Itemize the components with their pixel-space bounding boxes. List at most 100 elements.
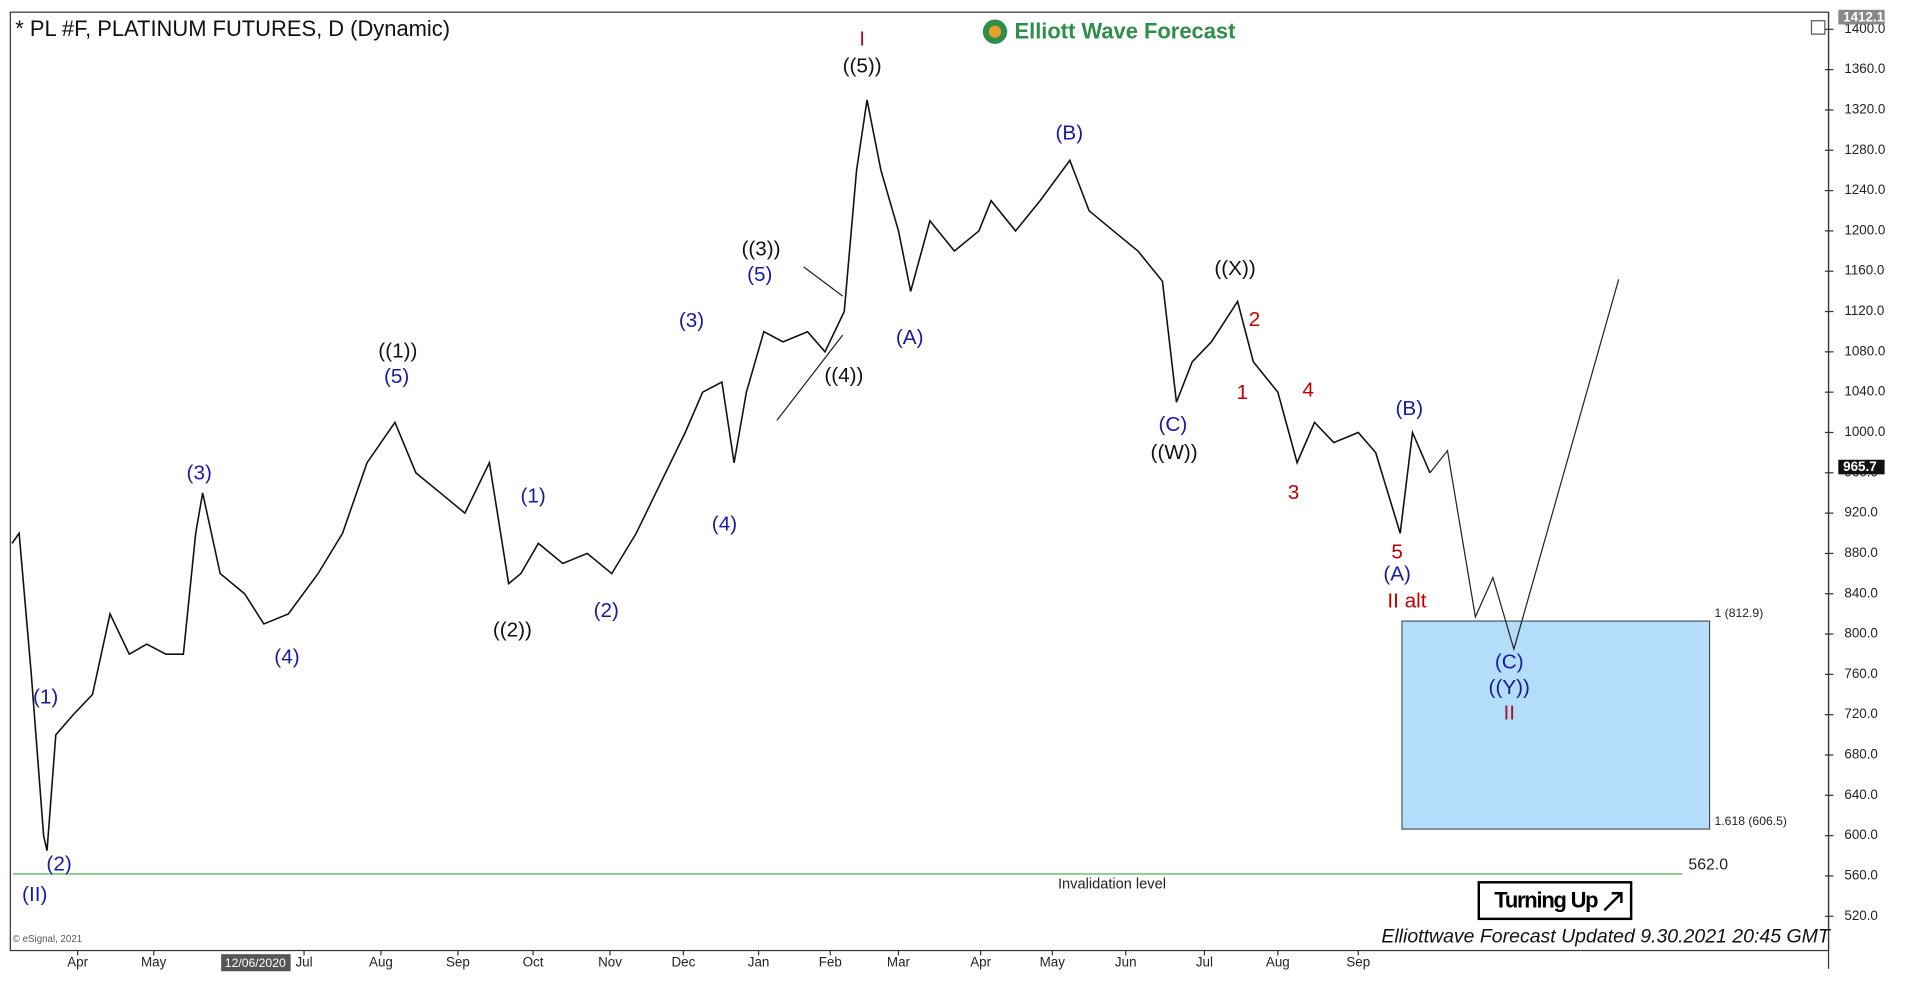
x-tick-label: Aug (1266, 954, 1290, 969)
wave-label: (3) (679, 309, 704, 332)
y-tick-label: 1400.0 (1844, 21, 1885, 36)
y-tick-label: 1280.0 (1844, 142, 1885, 157)
y-tick-label: 760.0 (1844, 666, 1878, 681)
window-button[interactable] (1810, 20, 1826, 35)
y-tick-label: 1120.0 (1844, 303, 1884, 318)
x-tick-label: May (1040, 954, 1066, 969)
cursor-date: 12/06/2020 (225, 956, 286, 970)
x-tick-label: Jul (295, 954, 312, 969)
y-tick-label: 1360.0 (1844, 61, 1885, 76)
logo: Elliott Wave Forecast (982, 19, 1236, 44)
wave-label: 4 (1302, 379, 1314, 402)
projection-line (1429, 279, 1620, 652)
y-tick-label: 920.0 (1844, 505, 1878, 520)
price-tag-label: 965.7 (1843, 459, 1877, 474)
wave-label: 3 (1288, 481, 1300, 504)
x-tick-label: Sep (446, 954, 470, 969)
copyright: © eSignal, 2021 (13, 934, 82, 945)
x-tick-label: Apr (67, 954, 88, 969)
footer: Elliottwave Forecast Updated 9.30.2021 2… (1381, 925, 1831, 947)
y-tick-label: 880.0 (1844, 545, 1878, 560)
x-tick-label: Feb (819, 954, 842, 969)
wave-label: (A) (1383, 563, 1411, 586)
price-tag-label: 1412.1 (1843, 9, 1885, 24)
wave-label: ((3)) (741, 237, 780, 260)
badge-text: Turning Up (1494, 888, 1598, 913)
wave-label: ((Y)) (1489, 676, 1530, 699)
x-tick-label: Jul (1196, 954, 1213, 969)
x-tick-label: Dec (672, 954, 696, 969)
wave-label: ((W)) (1151, 441, 1198, 464)
wave-label: (C) (1159, 413, 1188, 436)
x-tick-label: Jan (748, 954, 770, 969)
wave-label: ((4)) (824, 364, 863, 387)
wave-label: (2) (46, 853, 71, 876)
y-tick-label: 840.0 (1844, 585, 1878, 600)
wave-label: II alt (1387, 589, 1426, 612)
wave-label: (5) (747, 263, 772, 286)
wave-label: ((2)) (493, 619, 532, 642)
target-zone (1401, 620, 1711, 830)
invalidation-value: 562.0 (1688, 857, 1728, 874)
wave-label: ((1)) (378, 340, 417, 363)
y-tick-label: 1320.0 (1844, 101, 1885, 116)
wave-label: (B) (1396, 397, 1424, 420)
price-tag (1838, 9, 1885, 25)
x-tick-label: Sep (1346, 954, 1370, 969)
wave-label: (II) (22, 883, 47, 906)
y-tick-label: 1240.0 (1844, 182, 1885, 197)
wave-label: 1 (1237, 381, 1249, 404)
badge-arrow (1603, 892, 1623, 912)
logo-icon (988, 25, 1002, 38)
y-tick-label: 1200.0 (1844, 222, 1885, 237)
wave-label: (3) (187, 462, 212, 485)
x-tick-label: Jun (1115, 954, 1137, 969)
x-tick-label: Apr (970, 954, 991, 969)
badge-frame (1477, 881, 1633, 921)
y-tick-label: 520.0 (1844, 908, 1878, 923)
y-tick-label: 720.0 (1844, 706, 1878, 721)
wave-label: (1) (33, 686, 58, 709)
zone-label: 1 (812.9) (1715, 606, 1764, 620)
wave-label: (5) (384, 365, 409, 388)
x-tick-label: Oct (523, 954, 544, 969)
y-tick-label: 680.0 (1844, 747, 1878, 762)
chart-title: * PL #F, PLATINUM FUTURES, D (Dynamic) (15, 16, 450, 41)
x-tick-label: Aug (369, 954, 393, 969)
price-line (11, 99, 1431, 851)
logo-text: Elliott Wave Forecast (1014, 19, 1236, 44)
y-tick-label: 1040.0 (1844, 384, 1885, 399)
wave-label: II (1504, 702, 1516, 725)
price-tag (1838, 459, 1885, 475)
y-tick-label: 800.0 (1844, 626, 1878, 641)
badge: Turning Up (1477, 881, 1633, 921)
wave-label: (B) (1056, 122, 1084, 145)
wave-label: ((X)) (1214, 257, 1255, 280)
wave-label: 2 (1249, 308, 1261, 331)
wave-label: I (859, 28, 865, 51)
wave-label: (4) (274, 646, 299, 669)
invalidation-text: Invalidation level (1058, 877, 1166, 893)
wave-label: (A) (896, 326, 924, 349)
x-tick-label: Nov (598, 954, 622, 969)
triangle-line (776, 334, 844, 421)
x-tick-label: May (141, 954, 167, 969)
x-tick-label: Mar (887, 954, 911, 969)
triangle-line (803, 266, 844, 297)
wave-label: (2) (594, 599, 619, 622)
wave-label: (4) (712, 513, 737, 536)
y-tick-label: 1000.0 (1844, 424, 1885, 439)
zone-label: 1.618 (606.5) (1715, 814, 1787, 828)
y-tick-label: 1080.0 (1844, 343, 1885, 358)
wave-label: (1) (520, 485, 545, 508)
wave-label: (C) (1495, 650, 1524, 673)
cursor-date-box (221, 954, 291, 972)
wave-label: 5 (1391, 541, 1403, 564)
y-tick-label: 640.0 (1844, 787, 1878, 802)
wave-label: ((5)) (843, 54, 882, 77)
y-tick-label: 560.0 (1844, 867, 1878, 882)
y-tick-label: 600.0 (1844, 827, 1878, 842)
y-tick-label: 1160.0 (1844, 263, 1884, 278)
